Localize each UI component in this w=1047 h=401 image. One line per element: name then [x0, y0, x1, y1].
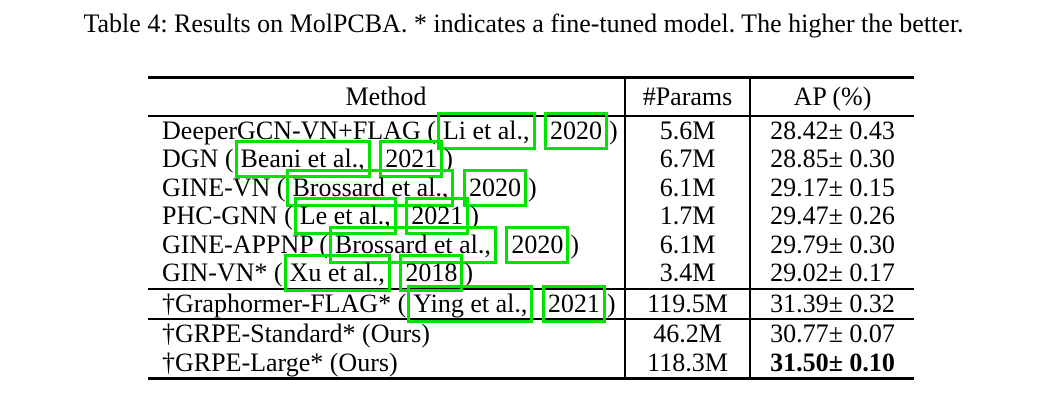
- method-text: †GRPE-Standard* (Ours): [162, 319, 430, 348]
- method-cell: DeeperGCN-VN+FLAG (Li et al., 2020): [148, 111, 625, 150]
- citation-author-link-box[interactable]: Li et al.,: [436, 111, 536, 150]
- params-cell: 6.1M: [624, 173, 751, 202]
- table-row: DGN (Beani et al., 2021) 6.7M 28.85± 0.3…: [148, 140, 914, 178]
- table-row: †Graphormer-FLAG* (Ying et al., 2021) 11…: [148, 284, 914, 323]
- citation-year-link-box[interactable]: 2021: [405, 197, 470, 235]
- col-header-ap: AP (%): [750, 77, 914, 117]
- method-text: GINE-APPNP (: [162, 229, 328, 259]
- method-text: GIN-VN* (: [162, 258, 283, 287]
- method-cell: †GRPE-Large* (Ours): [148, 347, 625, 379]
- method-text: PHC-GNN (: [162, 201, 293, 230]
- results-table: Method #Params AP (%) DeeperGCN-VN+FLAG …: [148, 76, 914, 380]
- header-row: Method #Params AP (%): [148, 77, 914, 117]
- ap-cell: 28.85± 0.30: [770, 144, 895, 173]
- table-row: †GRPE-Large* (Ours) 118.3M 31.50± 0.10: [148, 347, 914, 379]
- citation-year-link-box[interactable]: 2020: [462, 168, 527, 207]
- method-text-suffix: ): [470, 201, 479, 230]
- citation-year-link-box[interactable]: 2018: [399, 254, 464, 292]
- method-text: †GRPE-Large* (Ours): [162, 347, 398, 377]
- table-row: PHC-GNN (Le et al., 2021) 1.7M 29.47± 0.…: [148, 197, 914, 235]
- params-cell: 46.2M: [624, 319, 751, 349]
- method-cell: GINE-VN (Brossard et al., 2020): [148, 168, 625, 207]
- citation-author-link-box[interactable]: Xu et al.,: [283, 254, 391, 292]
- col-header-params: #Params: [624, 77, 751, 117]
- col-header-method: Method: [148, 77, 625, 117]
- method-text-suffix: ): [464, 258, 474, 287]
- citation-author-link-box[interactable]: Beani et al.,: [234, 140, 371, 178]
- method-cell: †Graphormer-FLAG* (Ying et al., 2021): [148, 284, 625, 323]
- params-cell: 119.5M: [624, 288, 751, 320]
- method-cell: GINE-APPNP (Brossard et al., 2020): [148, 225, 625, 264]
- method-text-suffix: ): [609, 115, 618, 145]
- method-cell: DGN (Beani et al., 2021): [148, 140, 625, 178]
- params-cell: 118.3M: [624, 348, 751, 379]
- params-cell: 6.7M: [624, 144, 751, 174]
- method-cell: GIN-VN* (Xu et al., 2018): [148, 254, 625, 292]
- table-row: DeeperGCN-VN+FLAG (Li et al., 2020) 5.6M…: [148, 111, 914, 150]
- citation-author-link-box[interactable]: Brossard et al.,: [286, 168, 455, 207]
- ap-cell: 29.17± 0.15: [770, 172, 895, 202]
- citation-year-link-box[interactable]: 2021: [379, 140, 444, 178]
- method-text: DGN (: [162, 144, 234, 173]
- citation-year-link-box[interactable]: 2020: [544, 111, 609, 150]
- ap-cell: 30.77± 0.07: [770, 319, 895, 348]
- citation-author-link-box[interactable]: Le et al.,: [293, 197, 397, 235]
- method-cell: †GRPE-Standard* (Ours): [148, 319, 625, 349]
- method-text-suffix: ): [527, 172, 537, 202]
- citation-year-link-box[interactable]: 2021: [541, 284, 606, 323]
- table-row: GINE-VN (Brossard et al., 2020) 6.1M 29.…: [148, 168, 914, 207]
- params-cell: 1.7M: [624, 201, 751, 231]
- citation-author-link-box[interactable]: Brossard et al.,: [328, 225, 497, 264]
- params-cell: 5.6M: [624, 115, 751, 145]
- table-row: †GRPE-Standard* (Ours) 46.2M 30.77± 0.07: [148, 319, 914, 349]
- ap-cell: 29.47± 0.26: [770, 201, 895, 230]
- ap-cell: 28.42± 0.43: [770, 115, 895, 145]
- ap-cell-best: 31.50± 0.10: [770, 347, 895, 377]
- table-row: GIN-VN* (Xu et al., 2018) 3.4M 29.02± 0.…: [148, 254, 914, 292]
- table-caption: Table 4: Results on MolPCBA. * indicates…: [83, 9, 964, 38]
- method-cell: PHC-GNN (Le et al., 2021): [148, 197, 625, 235]
- params-cell: 6.1M: [624, 230, 751, 259]
- citation-year-link-box[interactable]: 2020: [505, 225, 570, 264]
- method-text: †Graphormer-FLAG* (: [162, 288, 407, 318]
- method-text-suffix: ): [444, 144, 453, 173]
- ap-cell: 29.79± 0.30: [770, 229, 895, 259]
- method-text: GINE-VN (: [162, 172, 286, 202]
- method-text: DeeperGCN-VN+FLAG (: [162, 115, 436, 145]
- params-cell: 3.4M: [624, 258, 751, 290]
- citation-author-link-box[interactable]: Ying et al.,: [407, 284, 534, 323]
- ap-cell: 31.39± 0.32: [750, 288, 914, 320]
- table-row: GINE-APPNP (Brossard et al., 2020) 6.1M …: [148, 225, 914, 264]
- ap-cell: 29.02± 0.17: [750, 258, 914, 290]
- method-text-suffix: ): [606, 288, 616, 318]
- method-text-suffix: ): [570, 229, 580, 259]
